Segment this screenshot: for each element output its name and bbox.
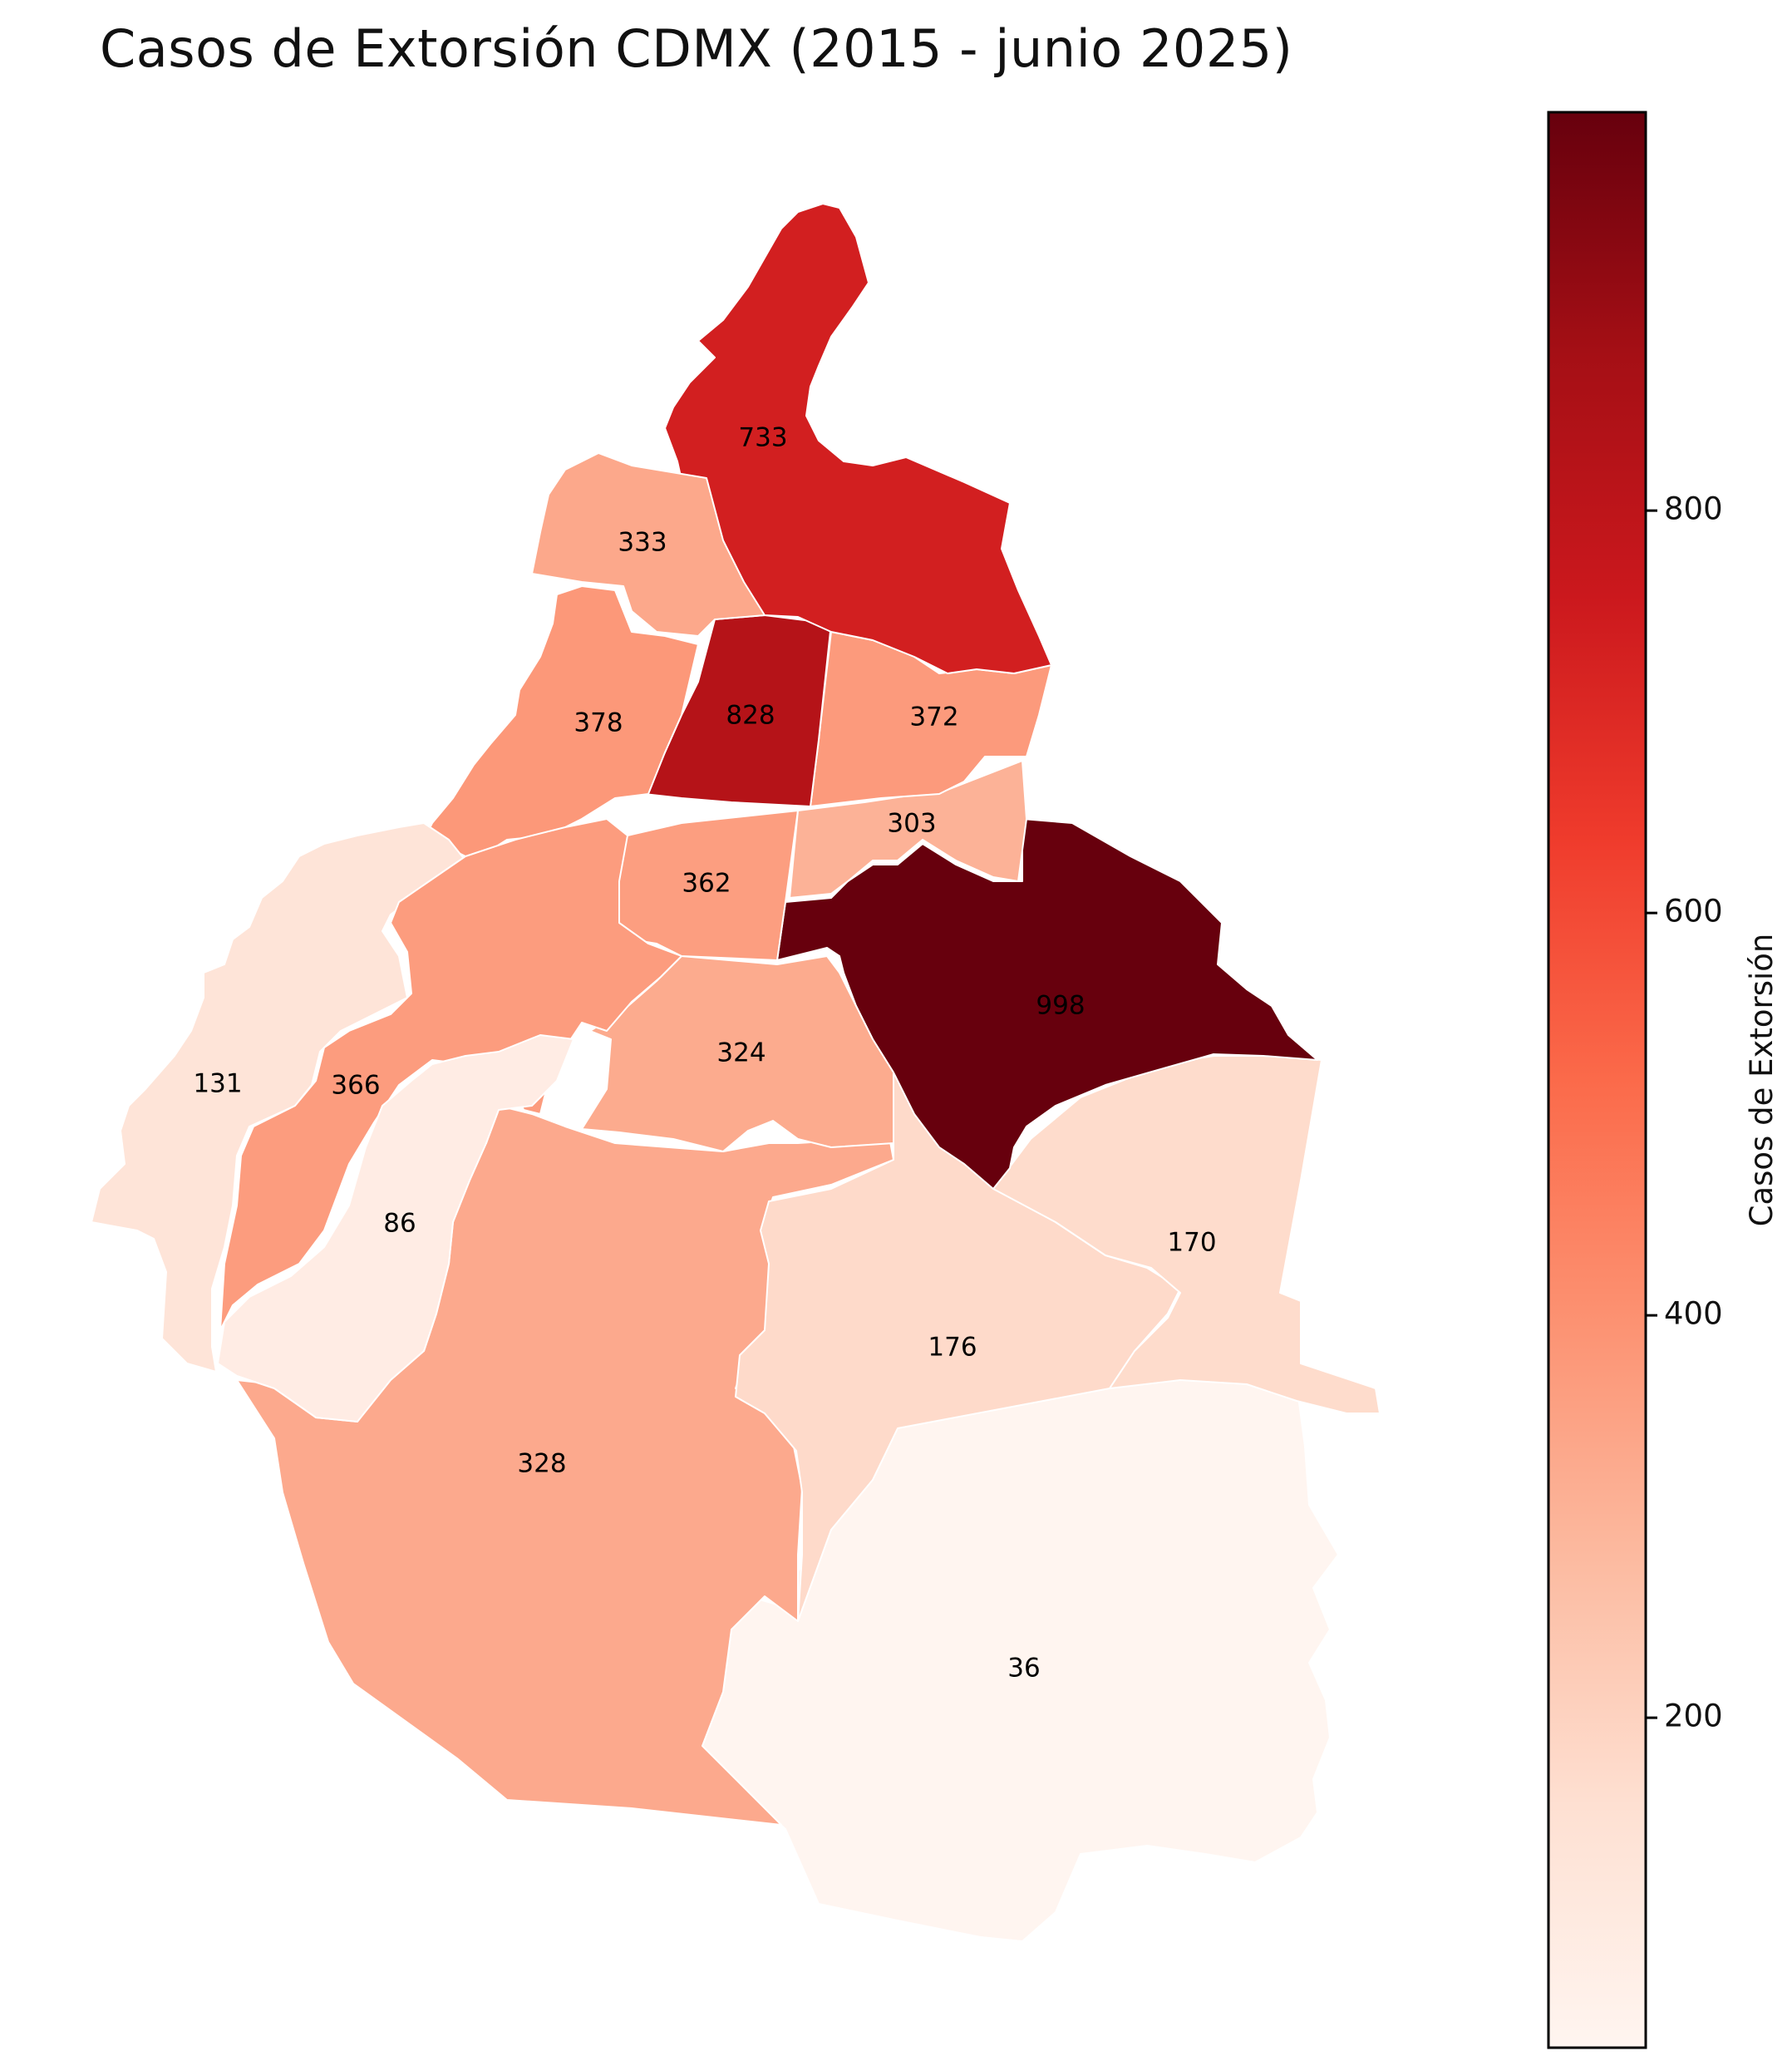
region-303[interactable]	[789, 760, 1027, 899]
region-label-176: 176	[928, 1333, 977, 1363]
region-label-998: 998	[1036, 991, 1085, 1021]
region-label-36: 36	[1007, 1654, 1040, 1684]
region-label-828: 828	[726, 701, 775, 731]
colorbar-tick-label-800: 800	[1664, 491, 1723, 527]
colorbar-tick-label-600: 600	[1664, 894, 1723, 929]
region-378[interactable]	[423, 585, 699, 861]
region-label-328: 328	[517, 1449, 566, 1479]
region-733[interactable]	[664, 203, 1052, 674]
region-324[interactable]	[581, 955, 894, 1152]
region-label-170: 170	[1167, 1228, 1216, 1258]
colorbar-tick-label-200: 200	[1664, 1699, 1723, 1734]
region-label-324: 324	[716, 1038, 766, 1068]
region-label-378: 378	[574, 708, 623, 738]
region-998[interactable]	[776, 818, 1318, 1190]
region-label-131: 131	[193, 1069, 242, 1099]
map-title: Casos de Extorsión CDMX (2015 - junio 20…	[100, 18, 1293, 79]
region-labels: 733 333 378 828 372 303 362 998 324 131 …	[193, 423, 1216, 1684]
region-label-372: 372	[909, 703, 958, 732]
colorbar-gradient	[1547, 111, 1647, 2049]
region-label-303: 303	[887, 809, 936, 839]
region-333[interactable]	[531, 452, 766, 637]
region-label-366: 366	[331, 1071, 380, 1101]
colorbar-ticks: 200 400 600 800	[1646, 491, 1723, 1734]
colorbar-label: Casos de Extorsión	[1744, 934, 1780, 1227]
colorbar-tick-label-400: 400	[1664, 1296, 1723, 1332]
region-label-333: 333	[618, 528, 667, 558]
region-86[interactable]	[217, 1034, 574, 1422]
region-366[interactable]	[219, 818, 682, 1331]
region-372[interactable]	[810, 631, 1052, 807]
region-label-86: 86	[383, 1209, 416, 1239]
colorbar: 200 400 600 800 Casos de Extorsión	[1547, 111, 1780, 2049]
region-label-362: 362	[682, 869, 731, 899]
region-label-733: 733	[738, 423, 787, 453]
region-131[interactable]	[91, 822, 466, 1373]
map-regions	[91, 203, 1381, 1942]
region-170[interactable]	[992, 1055, 1381, 1414]
